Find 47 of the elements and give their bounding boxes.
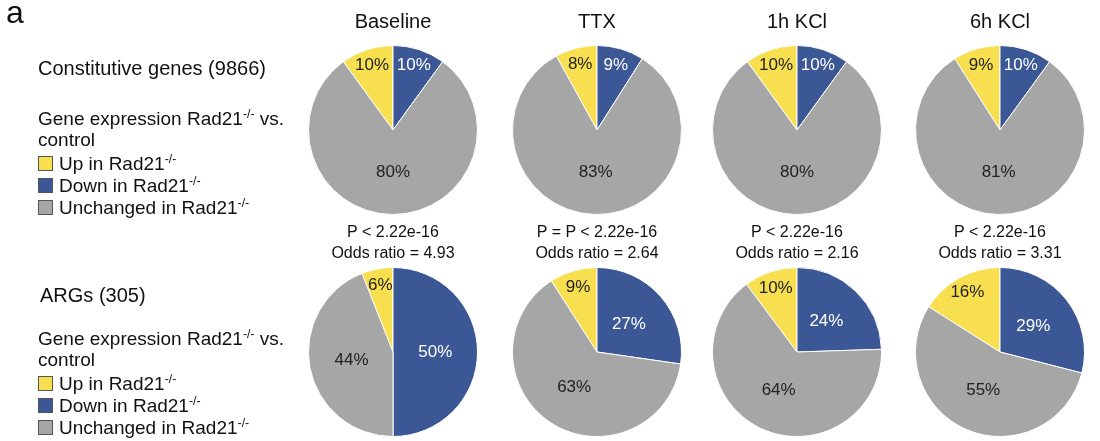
data-label: 9% (968, 54, 994, 74)
legend-label: Unchanged in Rad21$^{-/-}$ (59, 416, 250, 439)
legend-label: Down in Rad21$^{-/-}$ (59, 174, 201, 197)
chart-subtitle: Odds ratio = 2.64 (534, 244, 660, 262)
chart-title: P < 2.22e-16 (750, 223, 844, 241)
data-label: 55% (966, 380, 1001, 400)
data-label: 16% (950, 282, 985, 302)
legend-label: Unchanged in Rad21$^{-/-}$ (59, 196, 250, 219)
data-label: 9% (603, 54, 629, 74)
text: Gene expression Rad21$^{-/-}$ vs. control (38, 327, 285, 371)
legend-label: Down in Rad21$^{-/-}$ (59, 394, 201, 417)
data-label: 27% (611, 314, 646, 334)
data-label: 10% (355, 55, 390, 75)
data-label: 44% (334, 349, 369, 369)
data-label: 80% (375, 161, 411, 181)
chart-title: P < 2.22e-16 (346, 223, 440, 241)
legend-label: Up in Rad21$^{-/-}$ (59, 372, 177, 395)
data-label: 10% (396, 55, 431, 75)
chart-subtitle: Odds ratio = 4.93 (330, 244, 456, 262)
data-label: 64% (761, 379, 796, 399)
data-label: 9% (565, 276, 591, 296)
chart-title: TTX (577, 10, 617, 33)
data-label: 50% (418, 341, 453, 361)
chart-subtitle: Odds ratio = 2.16 (734, 244, 860, 262)
data-label: 80% (779, 161, 815, 181)
text: Gene expression Rad21$^{-/-}$ vs. control (38, 107, 285, 151)
data-label: 83% (578, 161, 613, 181)
data-label: 10% (1003, 55, 1038, 75)
data-label: 24% (809, 311, 844, 331)
chart-title: 1h KCl (766, 10, 828, 33)
chart-title: Baseline (353, 10, 433, 33)
data-label: 29% (1016, 315, 1051, 335)
data-label: 6% (368, 275, 393, 295)
text: Constitutive genes (9866) (38, 57, 266, 79)
chart-title: 6h KCl (969, 10, 1031, 33)
text: ARGs (305) (40, 284, 146, 306)
chart-subtitle: Odds ratio = 3.31 (937, 244, 1063, 262)
data-label: 10% (759, 55, 794, 75)
data-label: 8% (567, 54, 593, 74)
data-label: 81% (981, 161, 1016, 181)
data-label: 63% (557, 377, 592, 397)
data-label: 10% (800, 55, 835, 75)
data-label: 10% (758, 277, 793, 297)
text: a (6, 0, 24, 31)
legend-label: Up in Rad21$^{-/-}$ (59, 152, 177, 175)
chart-title: P < 2.22e-16 (953, 223, 1047, 241)
chart-title: P = P < 2.22e-16 (535, 223, 659, 241)
